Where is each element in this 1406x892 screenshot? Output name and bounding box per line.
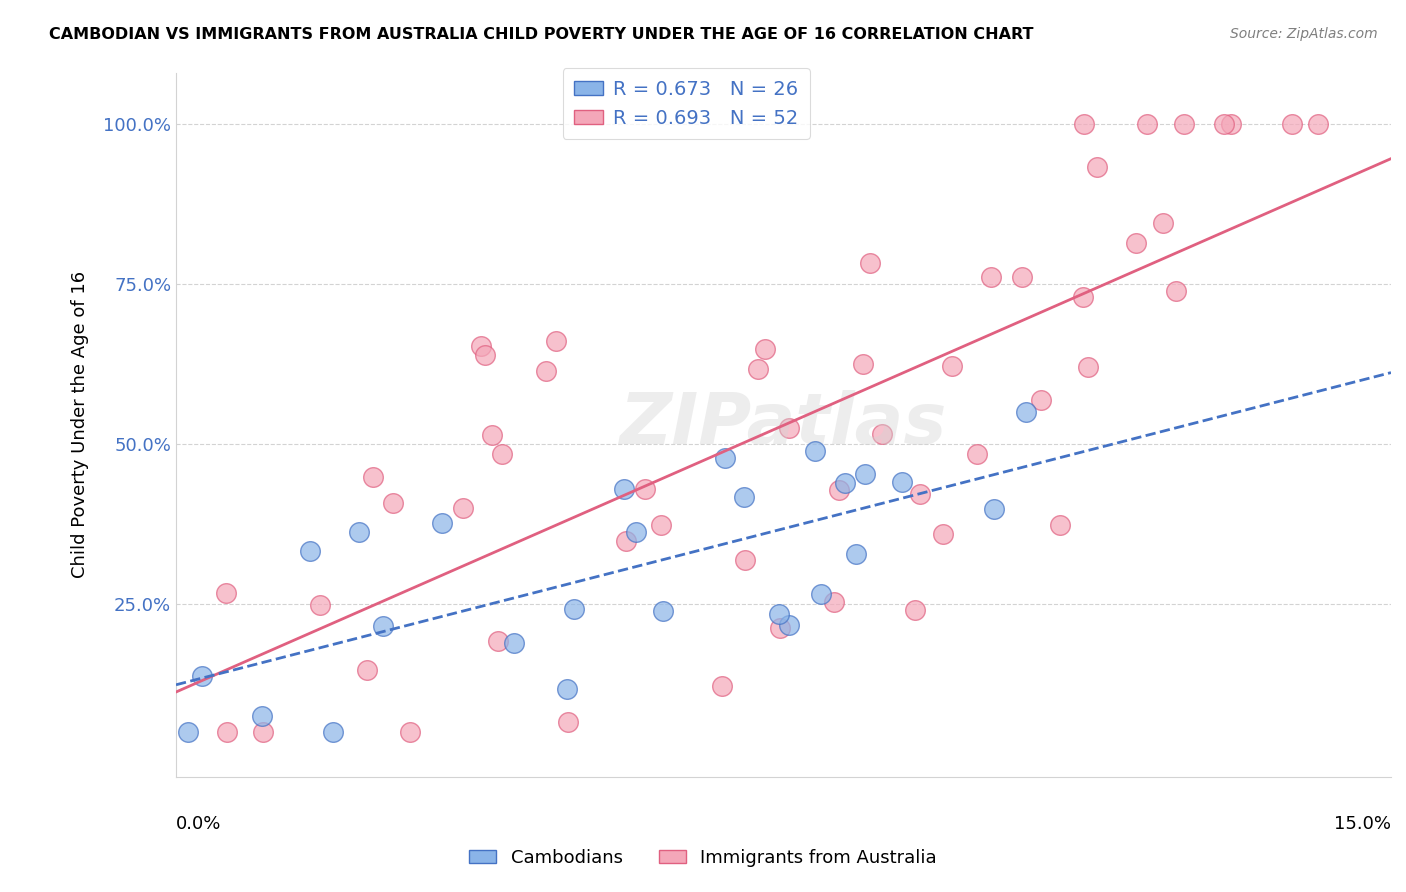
Point (650, 517, 672, 532)
Point (1071, 290, 1094, 304)
Point (491, 447, 513, 461)
Point (451, 501, 474, 516)
Point (778, 617, 800, 632)
Point (252, 724, 274, 739)
Point (347, 524, 370, 539)
Point (710, 679, 733, 693)
Point (768, 607, 790, 621)
Point (215, 585, 238, 599)
Point (980, 270, 1002, 285)
Point (778, 421, 800, 435)
Point (834, 476, 856, 491)
Point (1152, 216, 1174, 230)
Point (470, 339, 492, 353)
Point (250, 708, 273, 723)
Point (176, 724, 198, 739)
Point (361, 470, 384, 484)
Point (859, 256, 882, 270)
Point (215, 724, 238, 739)
Point (904, 603, 927, 617)
Point (1220, 117, 1243, 131)
Point (1015, 405, 1038, 419)
Point (1136, 117, 1159, 131)
Point (371, 619, 394, 633)
Point (1073, 117, 1095, 131)
Point (399, 724, 422, 739)
Point (1213, 117, 1236, 131)
Point (853, 467, 876, 481)
Point (1173, 117, 1195, 131)
Point (474, 348, 496, 362)
Point (966, 447, 988, 461)
Point (562, 602, 585, 616)
Point (322, 724, 344, 739)
Point (845, 547, 868, 561)
Point (1281, 117, 1303, 131)
Legend: Cambodians, Immigrants from Australia: Cambodians, Immigrants from Australia (463, 842, 943, 874)
Text: ZIPatlas: ZIPatlas (620, 390, 948, 459)
Point (714, 451, 737, 466)
Point (870, 426, 893, 441)
Point (486, 634, 509, 648)
Point (557, 714, 579, 729)
Point (191, 669, 214, 683)
Point (1164, 284, 1187, 298)
Point (309, 599, 332, 613)
Point (1077, 360, 1099, 375)
Point (941, 359, 963, 373)
Point (430, 516, 453, 531)
Point (1125, 235, 1147, 250)
Point (754, 342, 776, 356)
Point (544, 334, 567, 349)
Point (298, 544, 321, 558)
Point (1029, 393, 1052, 408)
Point (983, 501, 1005, 516)
Point (810, 587, 832, 601)
Point (1087, 161, 1109, 175)
Y-axis label: Child Poverty Under the Age of 16: Child Poverty Under the Age of 16 (72, 271, 89, 578)
Point (910, 486, 932, 500)
Point (502, 635, 524, 649)
Point (932, 527, 955, 541)
Point (381, 496, 404, 510)
Point (555, 681, 578, 696)
Point (769, 621, 792, 635)
Point (733, 491, 755, 505)
Point (747, 362, 769, 376)
Point (1011, 269, 1033, 284)
Point (614, 533, 637, 548)
Point (626, 524, 648, 539)
Point (1306, 117, 1329, 131)
Point (823, 595, 845, 609)
Point (890, 475, 912, 490)
Point (536, 364, 558, 378)
Point (852, 357, 875, 371)
Text: 15.0%: 15.0% (1334, 815, 1391, 833)
Legend: R = 0.673   N = 26, R = 0.693   N = 52: R = 0.673 N = 26, R = 0.693 N = 52 (562, 68, 810, 139)
Point (481, 428, 503, 442)
Point (633, 482, 655, 496)
Point (1049, 517, 1071, 532)
Point (356, 664, 378, 678)
Point (804, 444, 827, 458)
Point (828, 483, 851, 498)
Text: 0.0%: 0.0% (176, 815, 221, 833)
Point (734, 553, 756, 567)
Text: CAMBODIAN VS IMMIGRANTS FROM AUSTRALIA CHILD POVERTY UNDER THE AGE OF 16 CORRELA: CAMBODIAN VS IMMIGRANTS FROM AUSTRALIA C… (49, 27, 1033, 42)
Text: Source: ZipAtlas.com: Source: ZipAtlas.com (1230, 27, 1378, 41)
Point (652, 604, 675, 618)
Point (613, 482, 636, 496)
